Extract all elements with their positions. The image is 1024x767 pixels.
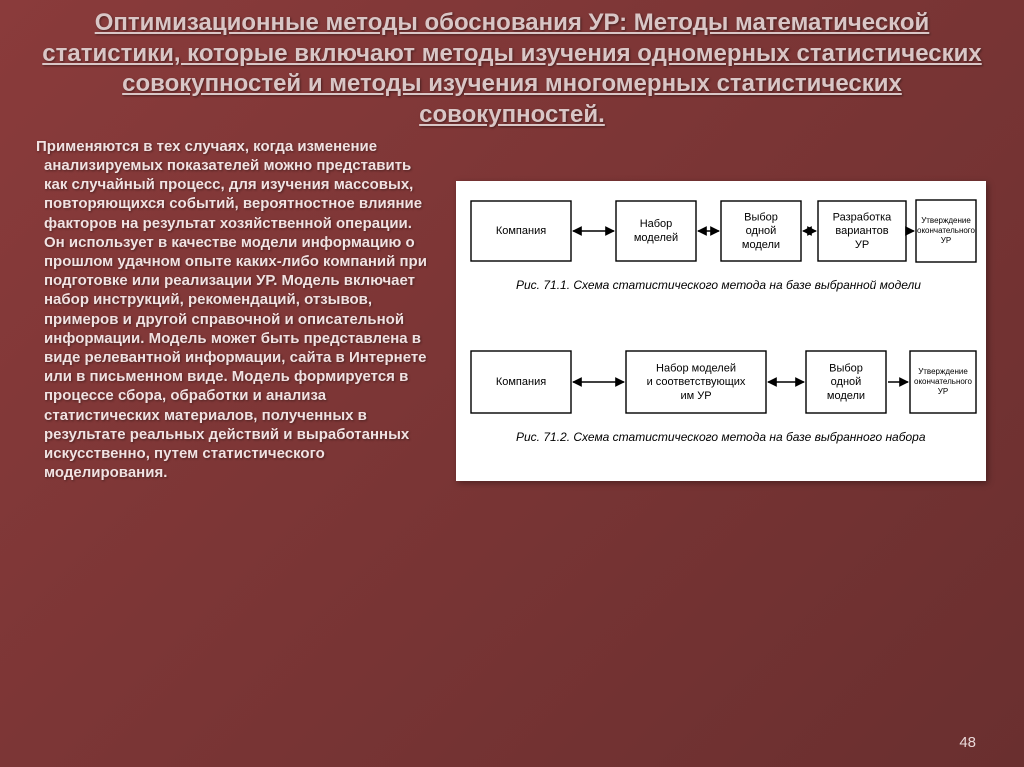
svg-text:одной: одной <box>831 376 862 388</box>
svg-text:УР: УР <box>938 387 948 396</box>
body-row: Применяются в тех случаях, когда изменен… <box>36 137 988 482</box>
svg-text:Утверждение: Утверждение <box>921 216 971 225</box>
flow-diagram: Компания Набор моделей Выбор одной модели Разр… <box>456 181 986 481</box>
svg-text:Разработка: Разработка <box>833 211 893 223</box>
svg-text:Рис. 71.2. Схема статистическо: Рис. 71.2. Схема статистического метода … <box>516 430 926 444</box>
diagram-column: Компания Набор моделей Выбор одной модели Разр… <box>454 137 988 482</box>
diagram-panel: Компания Набор моделей Выбор одной модели Разр… <box>456 181 986 481</box>
slide: Оптимизационные методы обоснования УР: М… <box>0 0 1024 767</box>
svg-text:окончательного: окончательного <box>914 377 973 386</box>
svg-text:Набор моделей: Набор моделей <box>656 362 736 374</box>
svg-text:им УР: им УР <box>680 390 711 402</box>
svg-text:Компания: Компания <box>496 225 546 237</box>
svg-text:Выбор: Выбор <box>744 211 778 223</box>
svg-text:Утверждение: Утверждение <box>918 367 968 376</box>
svg-text:Рис. 71.1. Схема статистическо: Рис. 71.1. Схема статистического метода … <box>516 278 921 292</box>
body-paragraph: Применяются в тех случаях, когда изменен… <box>36 137 436 482</box>
svg-text:окончательного: окончательного <box>917 226 976 235</box>
svg-text:Компания: Компания <box>496 376 546 388</box>
svg-text:модели: модели <box>827 390 865 402</box>
page-number: 48 <box>959 734 976 751</box>
slide-title: Оптимизационные методы обоснования УР: М… <box>36 8 988 131</box>
svg-text:модели: модели <box>742 239 780 251</box>
svg-text:УР: УР <box>855 239 869 251</box>
svg-text:Набор: Набор <box>640 218 673 230</box>
svg-text:вариантов: вариантов <box>835 225 888 237</box>
svg-text:Выбор: Выбор <box>829 362 863 374</box>
svg-text:и соответствующих: и соответствующих <box>647 376 746 388</box>
svg-text:одной: одной <box>746 225 777 237</box>
svg-text:УР: УР <box>941 236 951 245</box>
svg-text:моделей: моделей <box>634 232 678 244</box>
